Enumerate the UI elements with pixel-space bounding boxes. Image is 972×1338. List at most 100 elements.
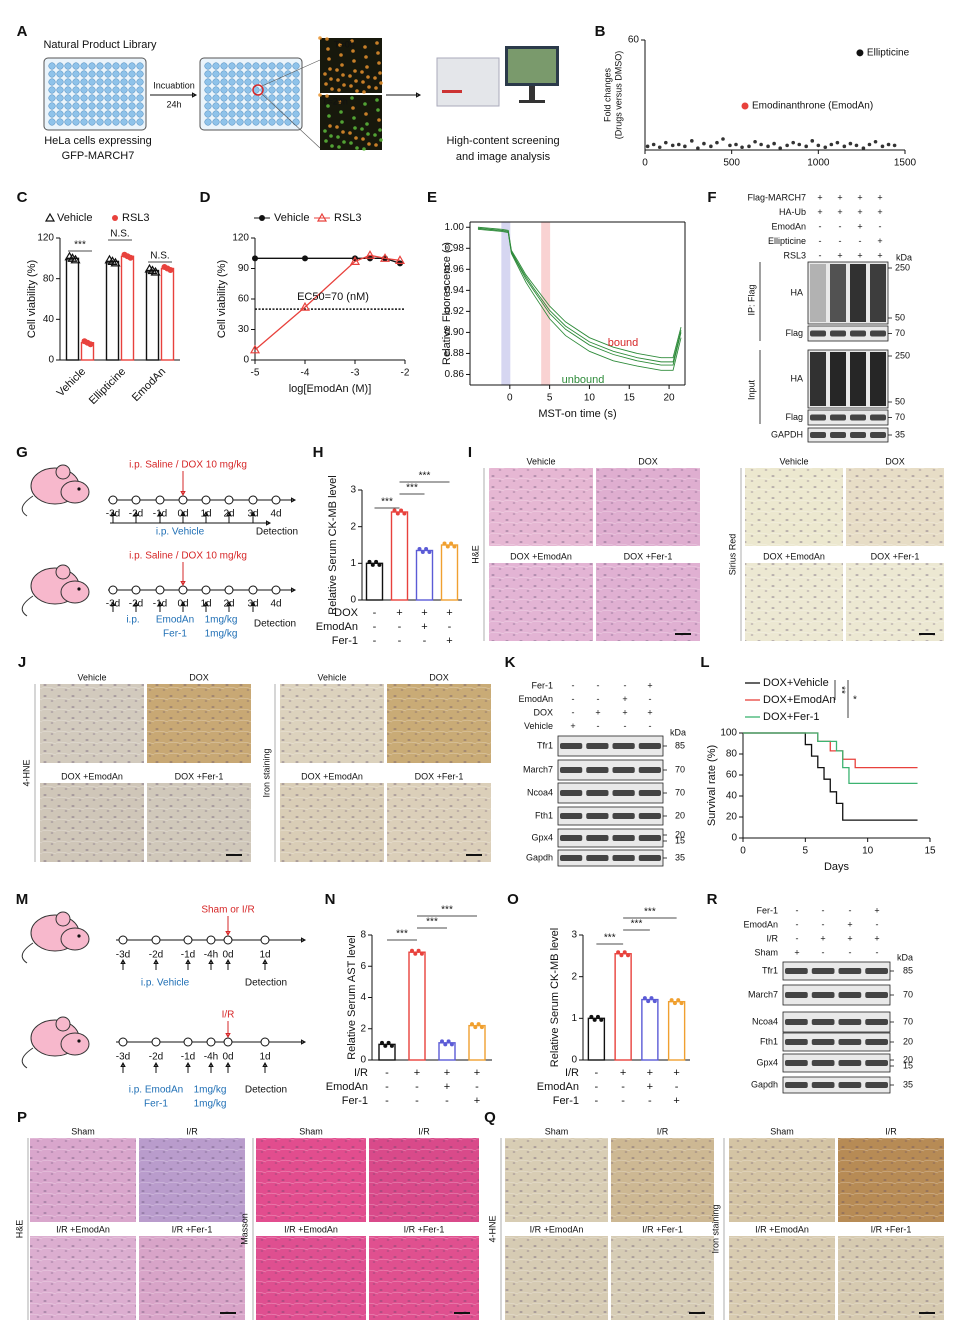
point	[449, 1042, 454, 1047]
condition-sign: +	[874, 933, 879, 943]
well	[236, 118, 244, 126]
well	[88, 70, 96, 78]
condition-sign: -	[597, 694, 600, 704]
cell	[353, 69, 357, 73]
label: Detection	[245, 978, 287, 989]
timepoint	[131, 585, 141, 595]
y-tick-label: 60	[238, 294, 250, 305]
stain-label: Sirius Red	[727, 534, 737, 576]
band	[811, 1082, 835, 1088]
size-marker: 70	[675, 787, 685, 797]
timepoint	[183, 1037, 193, 1047]
cell	[355, 146, 359, 150]
arrow-head	[110, 600, 116, 607]
point	[249, 344, 261, 354]
cell	[378, 71, 382, 75]
cell	[362, 147, 366, 151]
condition-label: EmodAn	[537, 1081, 579, 1093]
condition-sign: -	[385, 1067, 389, 1079]
condition-label: I/R	[766, 933, 778, 943]
cell	[373, 76, 377, 80]
point	[167, 267, 174, 273]
well	[48, 118, 56, 126]
condition-label: Flag-MARCH7	[747, 192, 806, 202]
point	[427, 550, 432, 554]
band	[586, 855, 609, 861]
well	[88, 86, 96, 94]
mouse	[77, 587, 81, 591]
well	[96, 86, 104, 94]
condition-sign: -	[595, 1067, 599, 1079]
well	[268, 110, 276, 118]
well	[72, 118, 80, 126]
arrow-head	[208, 1061, 214, 1068]
y-tick-label: 60	[726, 770, 738, 781]
well	[88, 94, 96, 102]
cell	[342, 83, 346, 87]
size-marker: 50	[895, 396, 905, 406]
well	[120, 62, 128, 70]
cell	[336, 78, 340, 82]
y-tick-label: 120	[232, 233, 249, 244]
cell	[318, 36, 322, 40]
well	[268, 86, 276, 94]
condition-sign: +	[647, 707, 652, 717]
y-axis-label: Relative Serum CK-MB level	[549, 928, 561, 1067]
y-tick-label: 20	[726, 812, 738, 823]
well	[244, 86, 252, 94]
arrow-head	[191, 92, 198, 98]
well	[96, 118, 104, 126]
micrograph-texture	[745, 563, 843, 641]
group-label: I/R +Fer-1	[642, 1224, 683, 1234]
condition-label: EmodAn	[518, 694, 553, 704]
point	[690, 139, 694, 143]
point	[856, 49, 864, 57]
point	[804, 144, 808, 149]
cell	[377, 61, 381, 65]
point	[442, 541, 447, 546]
point	[70, 254, 81, 264]
panel-letter: K	[505, 654, 516, 671]
point	[772, 141, 776, 146]
cell	[348, 74, 352, 78]
well	[80, 110, 88, 118]
micrograph-texture	[387, 783, 491, 862]
cell	[349, 141, 353, 145]
group-label: DOX +EmodAn	[61, 771, 123, 781]
cell	[352, 116, 356, 120]
well	[136, 78, 144, 86]
significance: ***	[396, 929, 408, 940]
timepoint	[151, 935, 161, 945]
cell	[326, 104, 330, 108]
well	[72, 70, 80, 78]
timepoint	[248, 585, 258, 595]
well	[96, 94, 104, 102]
x-tick-label: -4	[301, 368, 310, 379]
point	[259, 215, 265, 221]
point	[470, 1022, 474, 1027]
well	[56, 102, 64, 110]
band	[785, 1019, 808, 1025]
well	[212, 94, 220, 102]
legend-label: Ellipticine	[867, 47, 910, 58]
group-label: DOX +Fer-1	[415, 771, 464, 781]
group-label: DOX	[429, 672, 449, 682]
panel-letter: J	[18, 654, 26, 671]
stain-label: Iron staining	[710, 1204, 720, 1253]
bar	[378, 1043, 396, 1061]
x-tick-label: 0	[642, 158, 648, 169]
well	[292, 102, 300, 110]
day-label: 0d	[222, 1052, 233, 1063]
panel-letter: N	[325, 891, 336, 908]
point	[642, 996, 647, 1001]
well	[64, 62, 72, 70]
cell	[355, 89, 359, 93]
group-label: DOX +EmodAn	[510, 551, 572, 561]
row-label: Gapdh	[751, 1079, 778, 1089]
point	[389, 1043, 394, 1048]
x-axis-label: Days	[824, 861, 850, 873]
group-label: Vehicle	[77, 672, 106, 682]
well	[292, 86, 300, 94]
row-label: HA	[790, 287, 803, 297]
